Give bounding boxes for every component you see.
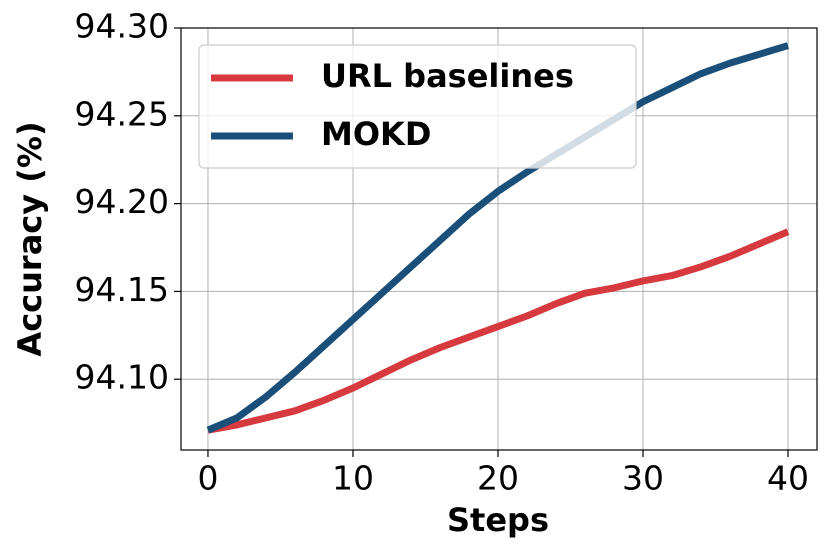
legend-label: URL baselines	[321, 57, 574, 95]
y-tick-label: 94.25	[75, 94, 169, 133]
legend-label: MOKD	[321, 115, 431, 153]
x-tick-label: 40	[767, 459, 809, 498]
x-tick-label: 30	[622, 459, 664, 498]
y-tick-label: 94.10	[75, 358, 169, 397]
y-tick-label: 94.15	[75, 270, 169, 309]
y-axis-label: Accuracy (%)	[11, 121, 49, 356]
x-tick-label: 20	[477, 459, 519, 498]
x-tick-label: 10	[332, 459, 374, 498]
plot-frame	[180, 27, 818, 451]
y-tick-label: 94.30	[75, 7, 169, 46]
x-tick-label: 0	[197, 459, 218, 498]
x-axis-label: Steps	[447, 501, 549, 539]
legend-box	[198, 44, 637, 169]
series-line	[206, 42, 790, 434]
y-tick-label: 94.20	[75, 182, 169, 221]
series-line	[207, 228, 790, 434]
